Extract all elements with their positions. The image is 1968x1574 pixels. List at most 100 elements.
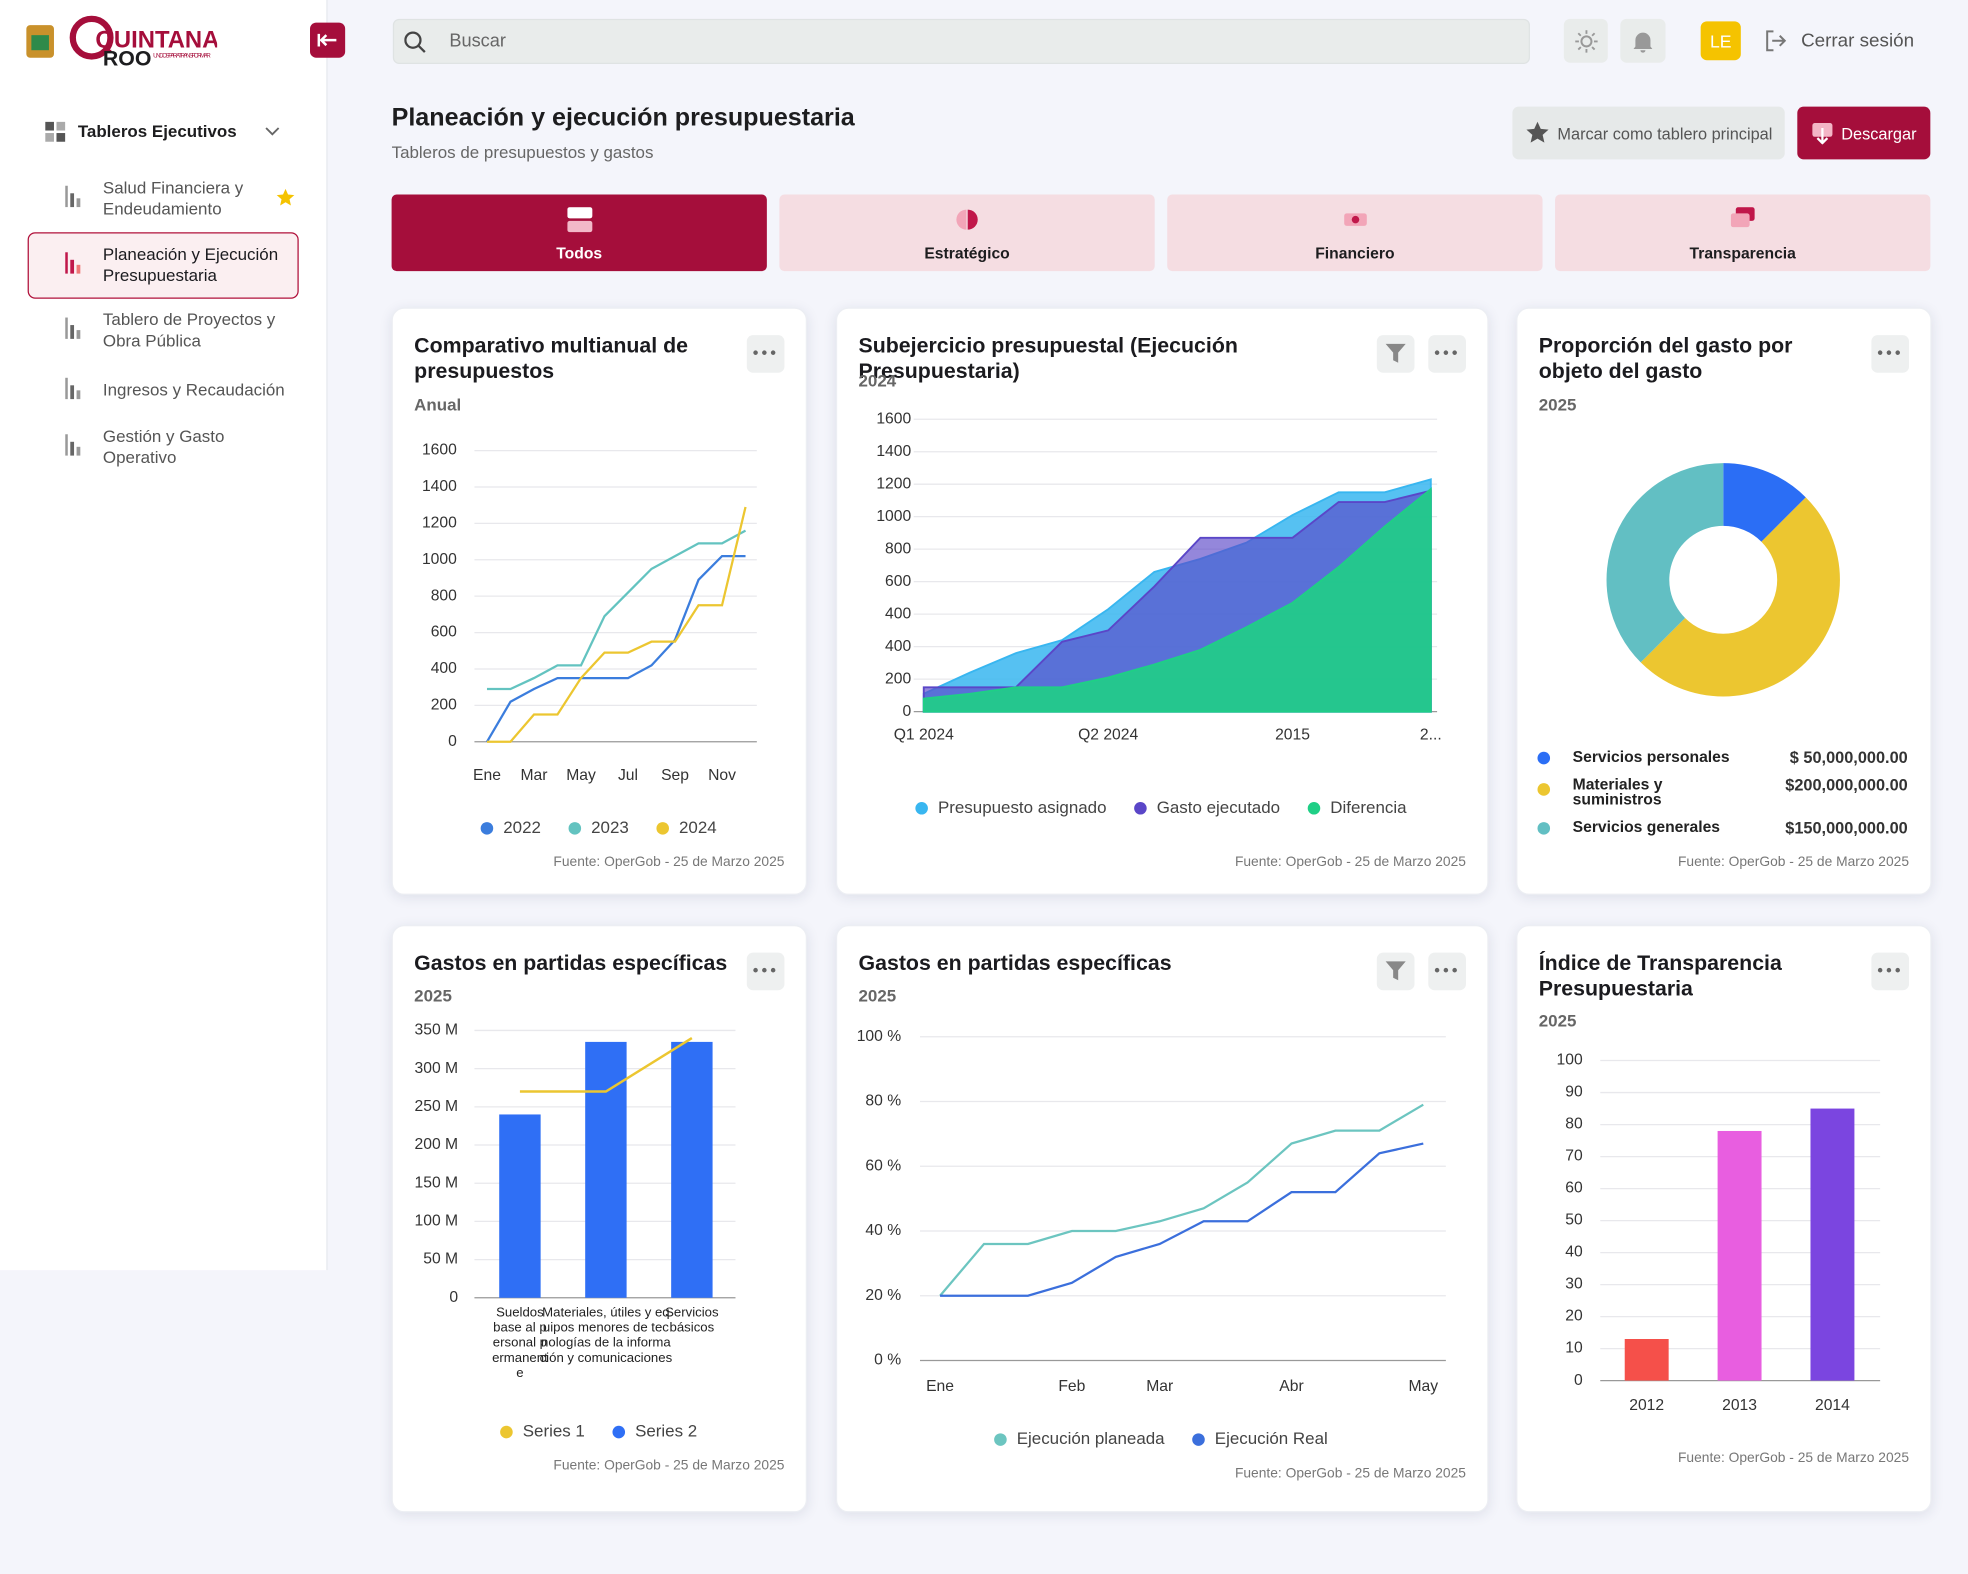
x-tick-label: Servicios básicos [665, 1305, 719, 1336]
card-subtitle: 2025 [414, 986, 452, 1006]
x-tick-label: Sep [661, 767, 689, 784]
legend-marker [1537, 783, 1551, 796]
y-tick-label: 100 [1557, 1052, 1583, 1069]
legend-label: Gasto ejecutado [1157, 798, 1280, 817]
bar [1810, 1108, 1855, 1381]
sidebar-item[interactable]: Ingresos y Recaudación [102, 380, 285, 400]
tab-label: Financiero [1315, 244, 1395, 263]
card-subtitle: 2024 [858, 371, 897, 391]
y-tick-label: 200 [431, 697, 457, 714]
y-tick-label: 1600 [876, 410, 911, 427]
tab-label: Estratégico [924, 244, 1010, 263]
y-tick-label: 400 [431, 660, 457, 677]
chart-card: Gastos en partidas específicas 2025 Fuen… [835, 925, 1489, 1513]
card-icons [753, 343, 1900, 981]
y-tick-label: 0 [448, 733, 457, 750]
line [519, 1037, 693, 1093]
card-subtitle: 2025 [1538, 1011, 1577, 1031]
download-button[interactable]: Descargar [1797, 106, 1931, 160]
tab[interactable]: Transparencia [1555, 194, 1931, 272]
favorite-button[interactable]: Marcar como tablero principal [1512, 106, 1785, 160]
card-title: Comparativo multianual de presupuestos [414, 333, 689, 383]
tab-icon [956, 209, 978, 230]
y-tick-label: 600 [885, 573, 911, 590]
x-tick-label: Mar [520, 767, 547, 784]
card-subtitle: 2025 [858, 986, 897, 1006]
sidebar-item[interactable]: Tablero de Proyectos y Obra Pública [102, 310, 276, 351]
x-tick-label: Jul [618, 767, 638, 784]
legend: 2022 2023 2024 [480, 818, 717, 837]
logout[interactable]: Cerrar sesión [1801, 30, 1915, 52]
y-tick-label: 30 [1565, 1276, 1583, 1293]
y-tick-label: 0 [902, 703, 911, 720]
favorite-star[interactable] [276, 188, 295, 207]
chart-card: Gastos en partidas específicas 2025 Fuen… [391, 925, 808, 1513]
legend-marker [1537, 751, 1551, 765]
x-tick-label: Sueldos base al personal permanente [492, 1305, 548, 1381]
section-title[interactable]: Tableros Ejecutivos [77, 121, 237, 141]
avatar[interactable]: LE [1700, 21, 1741, 61]
y-tick-label: 250 M [415, 1098, 459, 1115]
y-tick-label: 80 [1565, 1116, 1583, 1133]
y-tick-label: 0 [449, 1289, 458, 1306]
legend-marker [1192, 1433, 1205, 1446]
y-tick-label: 20 % [865, 1287, 901, 1304]
legend-label: 2024 [679, 818, 717, 837]
card-title: Índice de Transparencia Presupuestaria [1538, 951, 1782, 1001]
sun-icon [1574, 29, 1598, 53]
legend-marker [480, 822, 494, 835]
legend-label: 2022 [503, 818, 541, 837]
sidebar-item[interactable]: Salud Financiera y Endeudamiento [102, 178, 244, 219]
y-tick-label: 0 % [874, 1352, 901, 1369]
legend-label: Ejecución Real [1215, 1429, 1328, 1448]
y-tick-label: 1000 [422, 551, 457, 568]
logo: QUINTANA ROO UNIDOS PARA TRANSFORMAR [26, 15, 217, 68]
card-source: Fuente: OperGob - 25 de Marzo 2025 [553, 854, 785, 870]
notifications-button[interactable] [1620, 18, 1666, 63]
legend-value: $200,000,000.00 [1785, 775, 1908, 795]
tab[interactable]: Todos [391, 194, 767, 272]
line [940, 1142, 1424, 1297]
chart-card: Proporción del gasto por objeto del gast… [1516, 307, 1932, 895]
search-bar[interactable]: Buscar [392, 18, 1530, 65]
y-tick-label: 1200 [876, 475, 911, 492]
tab[interactable]: Financiero [1167, 194, 1543, 272]
x-tick-label: 2015 [1275, 727, 1310, 744]
card-source: Fuente: OperGob - 25 de Marzo 2025 [1677, 1450, 1910, 1466]
button-label: Descargar [1841, 123, 1917, 143]
logo-q [69, 15, 114, 60]
theme-button[interactable] [1563, 18, 1608, 63]
y-tick-label: 0 [1574, 1372, 1583, 1389]
collapse-button[interactable] [310, 22, 346, 58]
bar [671, 1041, 713, 1298]
y-tick-label: 80 % [865, 1093, 901, 1110]
chevron [265, 127, 280, 136]
legend-label: Series 1 [523, 1422, 585, 1441]
card-source: Fuente: OperGob - 25 de Marzo 2025 [1234, 854, 1466, 870]
y-tick-label: 90 [1565, 1084, 1583, 1101]
y-tick-label: 1400 [876, 443, 911, 460]
bar [499, 1114, 541, 1298]
sidebar-item[interactable]: Gestión y Gasto Operativo [102, 426, 225, 467]
tab-label: Transparencia [1689, 244, 1796, 263]
card-title: Subejercicio presupuestal (Ejecución Pre… [858, 333, 1238, 383]
y-tick-label: 200 [885, 670, 911, 687]
tab-icon [1730, 207, 1755, 228]
line [939, 1103, 1424, 1297]
collapse-icon [317, 33, 337, 47]
y-tick-label: 800 [885, 540, 911, 557]
tab[interactable]: Estratégico [779, 194, 1155, 272]
legend: Ejecución planeada Ejecución Real [994, 1429, 1328, 1448]
legend-marker [915, 802, 928, 815]
legend: Presupuesto asignado Gasto ejecutado Difer… [915, 798, 1407, 817]
legend-label: Servicios personales [1572, 748, 1730, 766]
y-tick-label: 60 [1565, 1180, 1583, 1197]
x-tick-label: Mar [1146, 1378, 1173, 1395]
page-subtitle: Tableros de presupuestos y gastos [391, 143, 654, 162]
line [486, 529, 747, 691]
sidebar: QUINTANA ROO UNIDOS PARA TRANSFORMAR Tab… [0, 0, 346, 1271]
legend-label: Materiales y suministros [1572, 775, 1663, 809]
legend-marker [500, 1425, 513, 1439]
sidebar-item[interactable]: Planeación y Ejecución Presupuestaria [102, 244, 279, 285]
